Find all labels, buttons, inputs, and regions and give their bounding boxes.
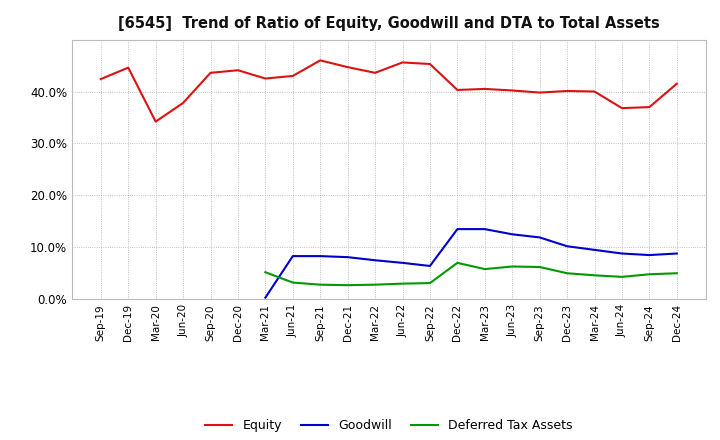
Line: Equity: Equity	[101, 60, 677, 121]
Equity	[453, 87, 462, 92]
Deferred Tax Assets	[590, 273, 599, 278]
Deferred Tax Assets	[261, 270, 270, 275]
Deferred Tax Assets	[508, 264, 516, 269]
Deferred Tax Assets	[645, 271, 654, 277]
Equity	[508, 88, 516, 93]
Deferred Tax Assets	[480, 267, 489, 272]
Goodwill	[316, 253, 325, 259]
Equity	[289, 73, 297, 79]
Goodwill	[261, 295, 270, 300]
Deferred Tax Assets	[371, 282, 379, 287]
Goodwill	[508, 231, 516, 237]
Goodwill	[426, 263, 434, 268]
Equity	[179, 100, 187, 106]
Deferred Tax Assets	[536, 264, 544, 270]
Equity	[536, 90, 544, 95]
Equity	[206, 70, 215, 76]
Deferred Tax Assets	[453, 260, 462, 265]
Deferred Tax Assets	[398, 281, 407, 286]
Goodwill	[672, 251, 681, 256]
Equity	[590, 89, 599, 94]
Goodwill	[371, 258, 379, 263]
Deferred Tax Assets	[563, 271, 572, 276]
Equity	[316, 58, 325, 63]
Goodwill	[453, 227, 462, 232]
Deferred Tax Assets	[426, 280, 434, 286]
Equity	[672, 81, 681, 86]
Goodwill	[289, 253, 297, 259]
Equity	[343, 65, 352, 70]
Goodwill	[536, 235, 544, 240]
Equity	[151, 119, 160, 124]
Deferred Tax Assets	[672, 271, 681, 276]
Goodwill	[480, 227, 489, 232]
Equity	[426, 61, 434, 66]
Equity	[480, 86, 489, 92]
Equity	[371, 70, 379, 76]
Equity	[618, 106, 626, 111]
Deferred Tax Assets	[289, 280, 297, 285]
Equity	[124, 65, 132, 70]
Line: Deferred Tax Assets: Deferred Tax Assets	[266, 263, 677, 285]
Equity	[261, 76, 270, 81]
Title: [6545]  Trend of Ratio of Equity, Goodwill and DTA to Total Assets: [6545] Trend of Ratio of Equity, Goodwil…	[118, 16, 660, 32]
Goodwill	[590, 247, 599, 253]
Line: Goodwill: Goodwill	[266, 229, 677, 297]
Equity	[563, 88, 572, 94]
Goodwill	[563, 244, 572, 249]
Equity	[645, 104, 654, 110]
Goodwill	[343, 254, 352, 260]
Goodwill	[645, 253, 654, 258]
Deferred Tax Assets	[618, 274, 626, 279]
Legend: Equity, Goodwill, Deferred Tax Assets: Equity, Goodwill, Deferred Tax Assets	[200, 414, 577, 437]
Goodwill	[618, 251, 626, 256]
Equity	[96, 77, 105, 82]
Deferred Tax Assets	[316, 282, 325, 287]
Equity	[398, 60, 407, 65]
Deferred Tax Assets	[343, 282, 352, 288]
Equity	[233, 68, 242, 73]
Goodwill	[398, 260, 407, 265]
